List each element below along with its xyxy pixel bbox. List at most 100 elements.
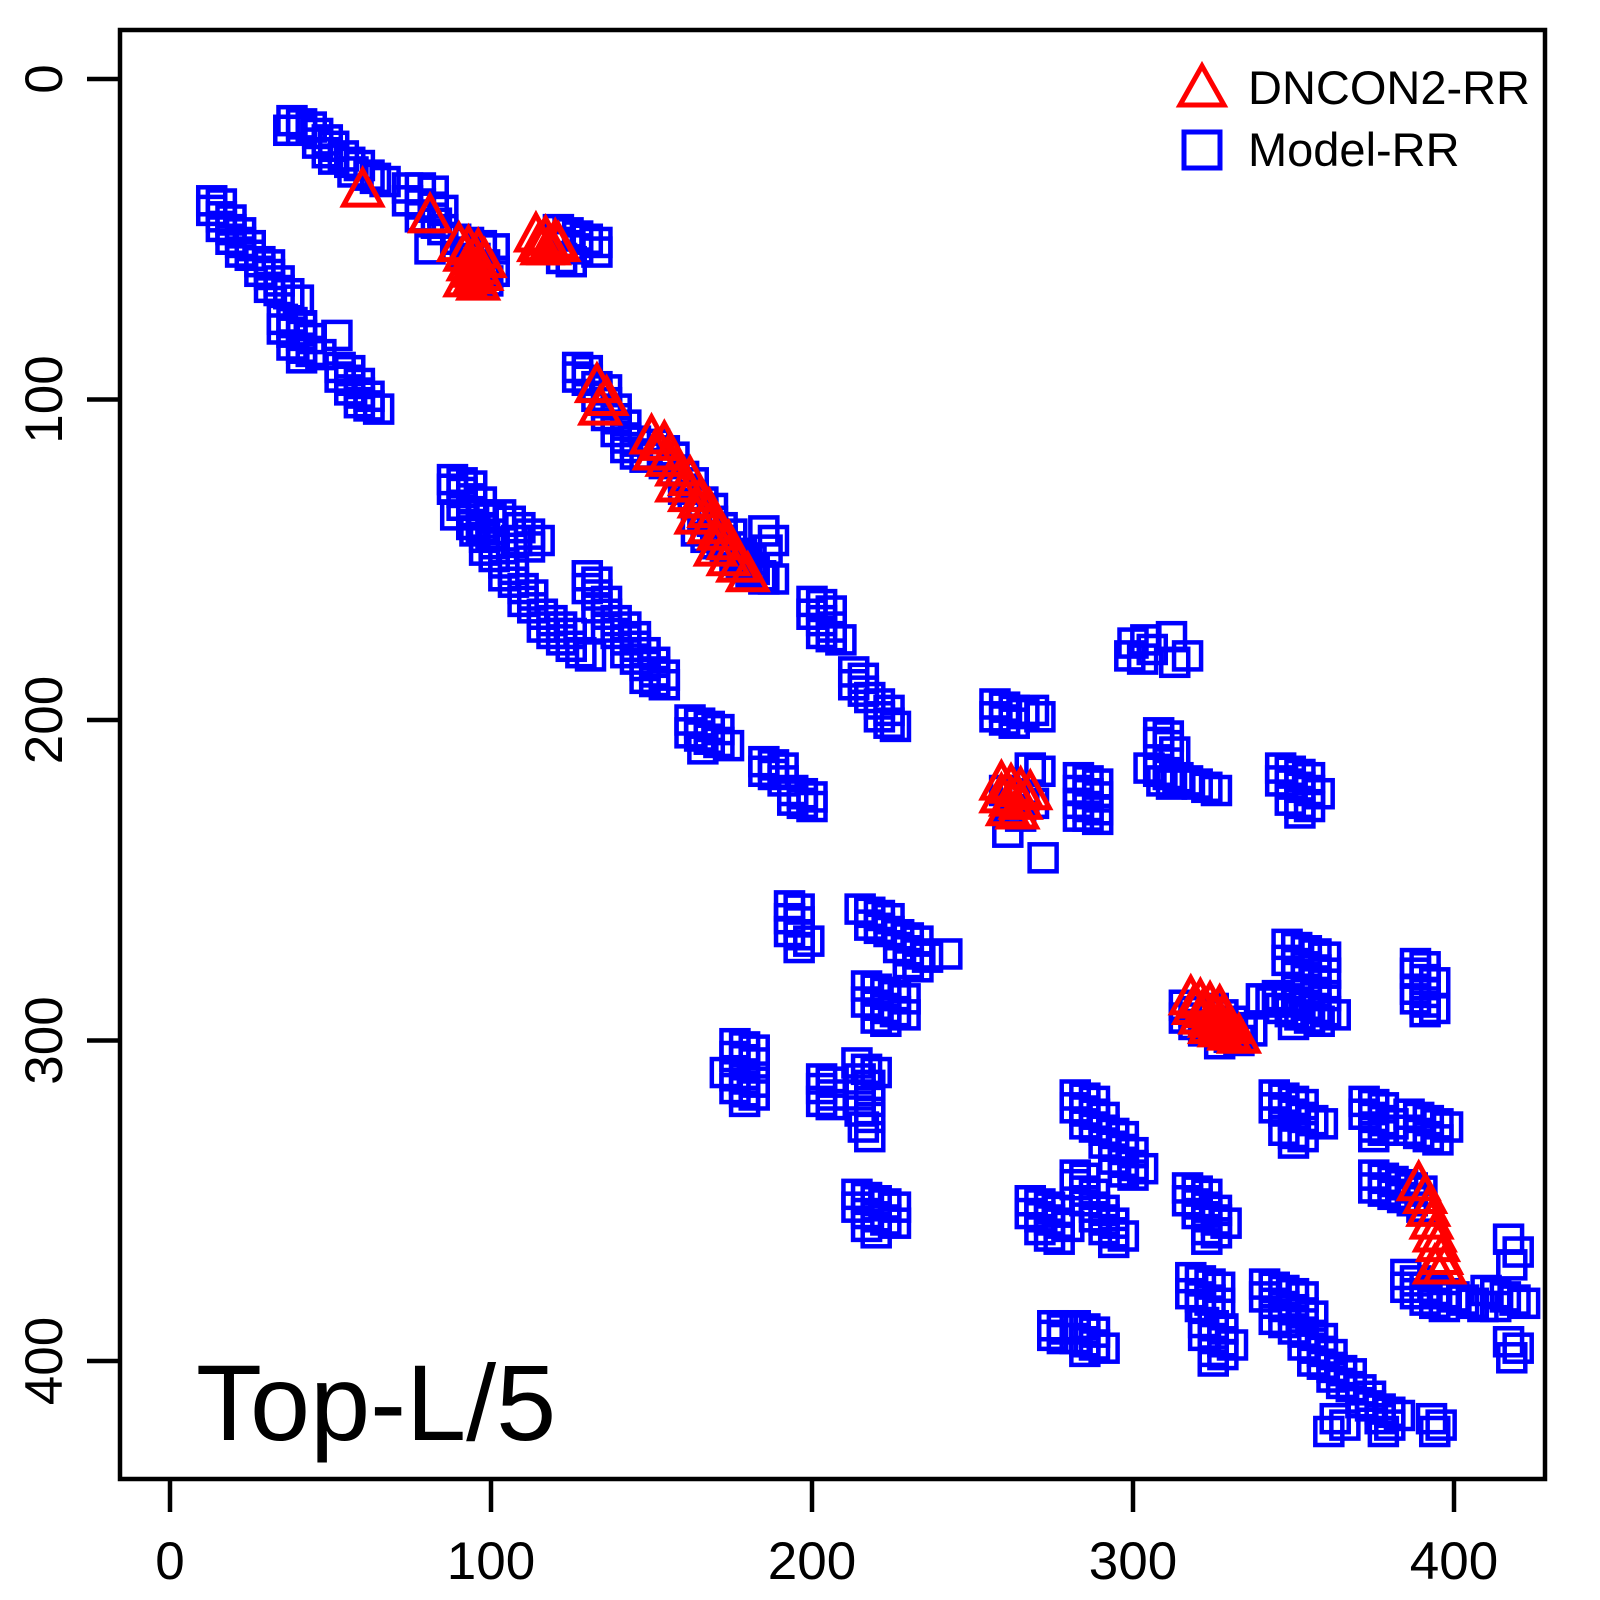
- model-rr-point: [1479, 1290, 1512, 1323]
- model-rr-point: [619, 620, 652, 653]
- model-rr-point: [860, 1201, 892, 1233]
- model-rr-point: [1033, 1204, 1066, 1236]
- model-rr-point: [860, 1217, 892, 1249]
- model-rr-point: [748, 515, 780, 547]
- model-rr-point: [1126, 643, 1159, 675]
- x-tick-label: 0: [155, 1532, 184, 1591]
- model-rr-point: [1287, 1120, 1319, 1153]
- model-rr-point: [719, 1040, 751, 1073]
- model-rr-point: [1171, 640, 1204, 672]
- x-tick-label: 200: [768, 1532, 856, 1591]
- model-rr-point: [783, 931, 815, 964]
- dncon2-rr-point: [1196, 998, 1243, 1041]
- model-rr-point: [1418, 1287, 1451, 1320]
- dncon2-rr-point: [994, 786, 1041, 830]
- legend-label-model: Model-RR: [1248, 123, 1460, 176]
- model-rr-point: [979, 701, 1011, 733]
- model-rr-point: [773, 915, 806, 948]
- dncon2-rr-point: [1411, 1241, 1458, 1285]
- model-rr-point: [1499, 1284, 1531, 1316]
- model-rr-point: [1489, 1281, 1522, 1313]
- model-rr-point: [892, 947, 925, 980]
- model-rr-point: [343, 386, 376, 419]
- model-rr-point: [757, 758, 790, 791]
- model-rr-point: [860, 1002, 892, 1034]
- model-rr-point: [1293, 790, 1326, 823]
- dncon2-rr-point: [406, 190, 454, 234]
- model-rr-point: [805, 1085, 838, 1118]
- model-rr-point: [327, 140, 360, 172]
- dncon2-rr-point: [1206, 1007, 1253, 1051]
- dncon2-rr-point: [676, 475, 723, 519]
- model-rr-point: [1069, 1335, 1101, 1368]
- y-tick-label: 0: [15, 64, 74, 93]
- model-rr-point: [1402, 1117, 1435, 1150]
- model-rr-point: [629, 636, 661, 669]
- model-rr-point: [738, 1079, 770, 1111]
- x-tick-label: 300: [1089, 1532, 1177, 1591]
- dncon2-rr-point: [1007, 767, 1054, 811]
- y-axis: 0 100 200 300 400: [15, 64, 120, 1405]
- model-rr-point: [1155, 768, 1188, 800]
- model-rr-point: [362, 393, 395, 425]
- dncon2-rr-point: [442, 254, 489, 298]
- dncon2-rr-point: [695, 507, 743, 551]
- model-rr-point: [1502, 1332, 1534, 1364]
- model-rr-point: [285, 342, 318, 374]
- model-rr-point: [1146, 765, 1178, 797]
- model-rr-point: [1024, 1213, 1056, 1246]
- model-rr-point: [1399, 957, 1432, 989]
- model-rr-point: [545, 611, 578, 643]
- model-rr-point: [1277, 1127, 1310, 1159]
- dncon2-rr-point: [1186, 995, 1234, 1038]
- model-rr-point: [295, 335, 327, 368]
- model-rr-point: [1367, 1415, 1400, 1448]
- model-rr-point: [854, 1101, 886, 1134]
- model-rr-points-layer: [195, 104, 1541, 1448]
- dncon2-rr-point: [1177, 991, 1224, 1035]
- model-rr-point: [931, 938, 963, 970]
- model-rr-point: [353, 159, 385, 191]
- model-rr-point: [1425, 1409, 1457, 1441]
- dncon2-rr-point: [535, 219, 582, 263]
- model-rr-point: [574, 640, 607, 672]
- model-rr-point: [1191, 1223, 1223, 1255]
- x-tick-label: 400: [1410, 1532, 1498, 1591]
- model-rr-point: [748, 755, 780, 788]
- model-rr-point: [1492, 1326, 1525, 1358]
- model-rr-point: [1126, 1152, 1159, 1185]
- model-rr-point: [195, 194, 228, 227]
- model-rr-point: [555, 617, 587, 650]
- model-rr-point: [847, 1111, 880, 1143]
- model-rr-point: [1107, 1156, 1140, 1188]
- model-rr-point: [234, 239, 266, 272]
- model-rr-point: [1418, 992, 1451, 1025]
- model-rr-point: [786, 787, 819, 820]
- model-rr-point: [1422, 1124, 1454, 1156]
- model-rr-point: [793, 925, 825, 957]
- model-rr-point: [1097, 1226, 1130, 1259]
- model-rr-point: [1496, 1249, 1528, 1281]
- model-rr-point: [863, 701, 896, 733]
- model-rr-point: [879, 995, 912, 1028]
- dncon2-rr-point: [705, 533, 752, 577]
- model-rr-point: [1418, 1415, 1451, 1448]
- model-rr-point: [353, 390, 385, 422]
- dncon2-rr-point: [576, 382, 624, 426]
- model-rr-point: [565, 636, 597, 669]
- model-rr-point: [844, 1063, 876, 1095]
- model-rr-point: [1358, 1120, 1390, 1153]
- y-tick-label: 300: [15, 996, 74, 1084]
- dncon2-rr-point: [339, 164, 386, 208]
- model-rr-point: [571, 364, 604, 397]
- model-rr-point: [796, 790, 828, 823]
- dncon2-rr-point: [984, 783, 1032, 827]
- model-rr-point: [1078, 1329, 1111, 1361]
- model-rr-point: [1024, 755, 1056, 788]
- dncon2-rr-point: [519, 222, 566, 266]
- plot-border: [117, 27, 1548, 1482]
- model-rr-point: [776, 784, 809, 816]
- dncon2-rr-points-layer: [339, 164, 1468, 1285]
- model-rr-point: [1200, 1217, 1233, 1249]
